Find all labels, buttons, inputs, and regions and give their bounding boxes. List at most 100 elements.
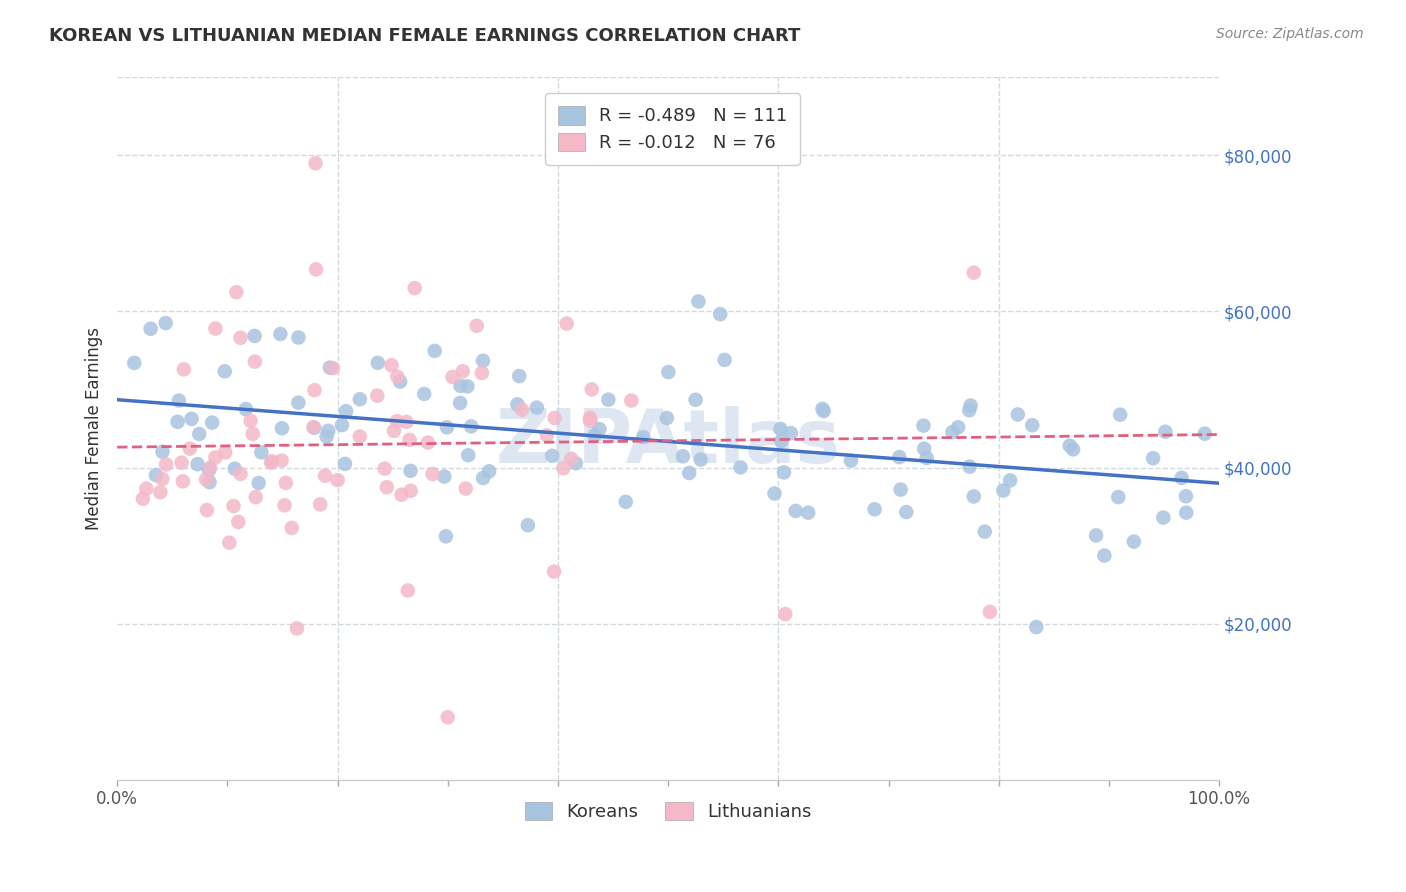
Point (214, 445, 236, 459)
Point (657, 365, 679, 379)
Point (214, 364, 236, 378)
Point (436, 710, 458, 724)
Point (305, 262, 328, 277)
Point (204, 321, 226, 335)
Point (260, 454, 283, 468)
Point (274, 475, 297, 490)
Point (963, 490, 986, 504)
Point (188, 427, 211, 442)
Point (145, 468, 167, 483)
Point (270, 453, 292, 467)
Point (239, 414, 262, 428)
Point (1175, 506, 1198, 520)
Point (770, 434, 793, 448)
Point (797, 506, 820, 520)
Point (450, 379, 472, 393)
Point (179, 442, 201, 456)
Point (250, 445, 273, 459)
Point (245, 490, 267, 504)
Point (218, 535, 240, 549)
Point (449, 396, 471, 410)
Point (598, 392, 620, 407)
Point (536, 428, 558, 442)
Point (247, 475, 270, 490)
Point (302, 420, 325, 434)
Point (201, 416, 224, 430)
Point (655, 411, 678, 425)
Point (553, 461, 575, 475)
Point (349, 392, 371, 407)
Legend: Koreans, Lithuanians: Koreans, Lithuanians (512, 789, 824, 834)
Point (912, 442, 935, 456)
Point (226, 515, 249, 529)
Point (380, 358, 402, 372)
Point (959, 399, 981, 413)
Point (375, 480, 398, 494)
Point (152, 444, 174, 458)
Point (269, 326, 291, 341)
Point (959, 459, 981, 474)
Point (396, 583, 419, 598)
Point (811, 401, 834, 416)
Point (1062, 442, 1084, 457)
Point (186, 457, 208, 471)
Point (389, 375, 412, 389)
Point (271, 421, 294, 435)
Text: KOREAN VS LITHUANIAN MEDIAN FEMALE EARNINGS CORRELATION CHART: KOREAN VS LITHUANIAN MEDIAN FEMALE EARNI… (49, 27, 800, 45)
Point (979, 605, 1001, 619)
Point (319, 360, 342, 375)
Point (149, 485, 172, 500)
Point (889, 450, 911, 464)
Point (510, 402, 533, 417)
Point (395, 415, 418, 429)
Point (579, 414, 602, 428)
Point (588, 422, 610, 436)
Point (224, 461, 246, 475)
Point (135, 482, 157, 496)
Text: Source: ZipAtlas.com: Source: ZipAtlas.com (1216, 27, 1364, 41)
Point (155, 458, 177, 472)
Point (993, 483, 1015, 498)
Point (565, 456, 588, 470)
Point (915, 451, 938, 466)
Point (413, 387, 436, 401)
Point (434, 529, 457, 543)
Point (614, 495, 637, 509)
Point (367, 356, 389, 370)
Point (526, 401, 548, 415)
Point (416, 435, 439, 450)
Point (287, 330, 309, 344)
Point (465, 318, 488, 333)
Point (173, 362, 195, 376)
Point (155, 316, 177, 330)
Point (709, 307, 731, 321)
Point (382, 424, 405, 438)
Point (385, 414, 408, 428)
Point (941, 425, 963, 440)
Point (839, 453, 862, 467)
Point (391, 488, 413, 502)
Point (973, 524, 995, 539)
Point (688, 294, 710, 309)
Point (132, 491, 155, 506)
Point (330, 418, 353, 433)
Point (326, 473, 349, 487)
Point (166, 415, 188, 429)
Point (195, 473, 218, 487)
Point (451, 364, 474, 378)
Point (243, 354, 266, 368)
Point (170, 456, 193, 470)
Point (204, 450, 226, 465)
Point (1170, 471, 1192, 485)
Point (457, 448, 479, 462)
Point (471, 353, 494, 368)
Point (1152, 510, 1174, 524)
Point (399, 483, 422, 498)
Point (333, 457, 356, 471)
Point (685, 392, 707, 407)
Text: ZIPAtlas: ZIPAtlas (495, 406, 841, 479)
Point (581, 383, 603, 397)
Point (195, 503, 218, 517)
Point (555, 317, 578, 331)
Point (713, 352, 735, 367)
